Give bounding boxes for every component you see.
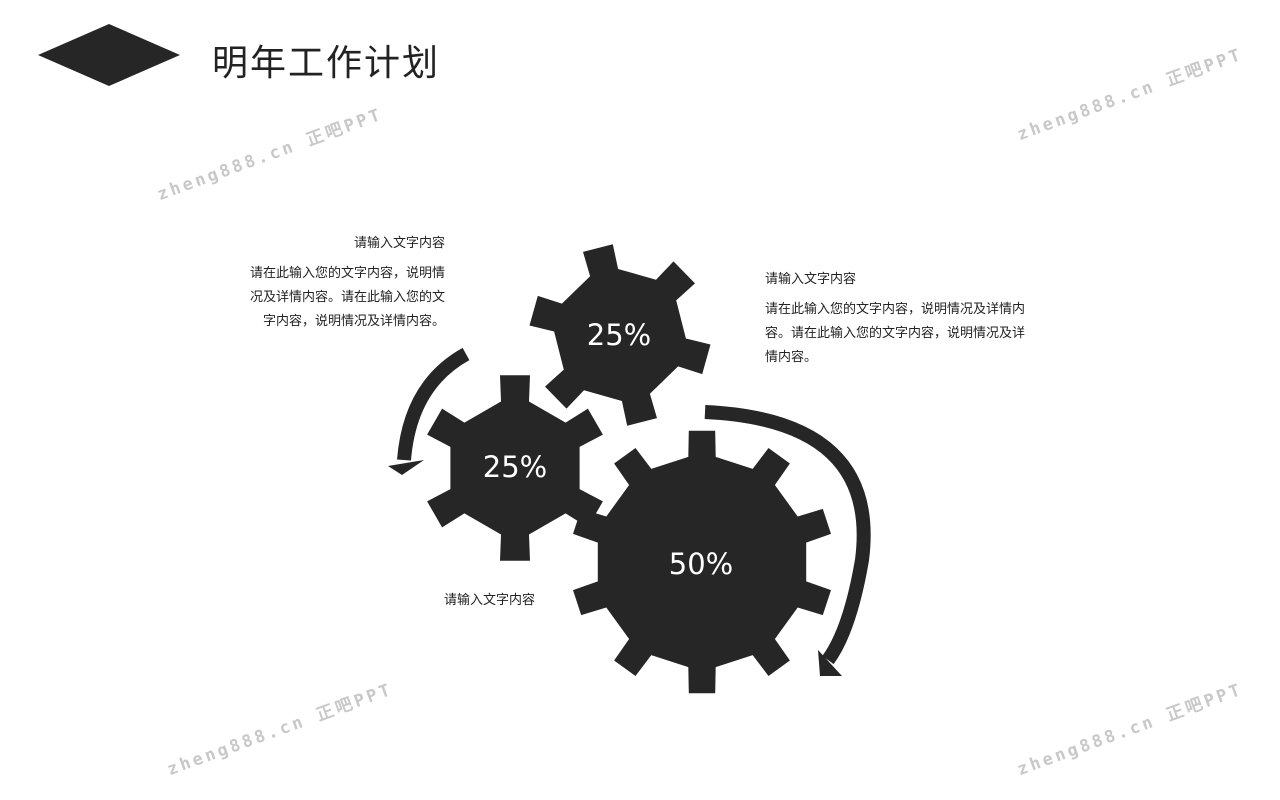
gear-large bbox=[573, 430, 831, 694]
gear-label: 25% bbox=[587, 318, 651, 352]
gear-small-top bbox=[529, 244, 711, 426]
block-line: 情内容。 bbox=[765, 350, 818, 365]
text-block-right: 请输入文字内容 请在此输入您的文字内容，说明情况及详情内 容。请在此输入您的文字… bbox=[765, 268, 1095, 370]
block-line: 容。请在此输入您的文字内容，说明情况及详 bbox=[765, 326, 1026, 341]
arrow-right-head bbox=[818, 650, 842, 676]
gear-label: 25% bbox=[483, 450, 547, 484]
arrow-left-head bbox=[388, 460, 424, 475]
gear-small-left bbox=[427, 375, 603, 561]
block-line: 请在此输入您的文字内容，说明情 bbox=[249, 266, 445, 281]
block-heading: 请输入文字内容 bbox=[353, 236, 445, 251]
gear-label: 50% bbox=[669, 547, 733, 581]
title-diamond-icon bbox=[38, 24, 180, 86]
block-line: 请在此输入您的文字内容，说明情况及详情内 bbox=[765, 302, 1026, 317]
arrow-left-icon bbox=[397, 347, 470, 461]
block-line: 况及详情内容。请在此输入您的文 bbox=[249, 290, 445, 305]
text-block-left: 请输入文字内容 请在此输入您的文字内容，说明情 况及详情内容。请在此输入您的文 … bbox=[205, 232, 445, 334]
page-title: 明年工作计划 bbox=[212, 43, 441, 84]
text-block-bottom: 请输入文字内容 bbox=[444, 593, 536, 608]
block-line: 字内容，说明情况及详情内容。 bbox=[262, 314, 445, 329]
block-heading: 请输入文字内容 bbox=[765, 272, 857, 287]
arrow-right-icon bbox=[704, 405, 871, 665]
